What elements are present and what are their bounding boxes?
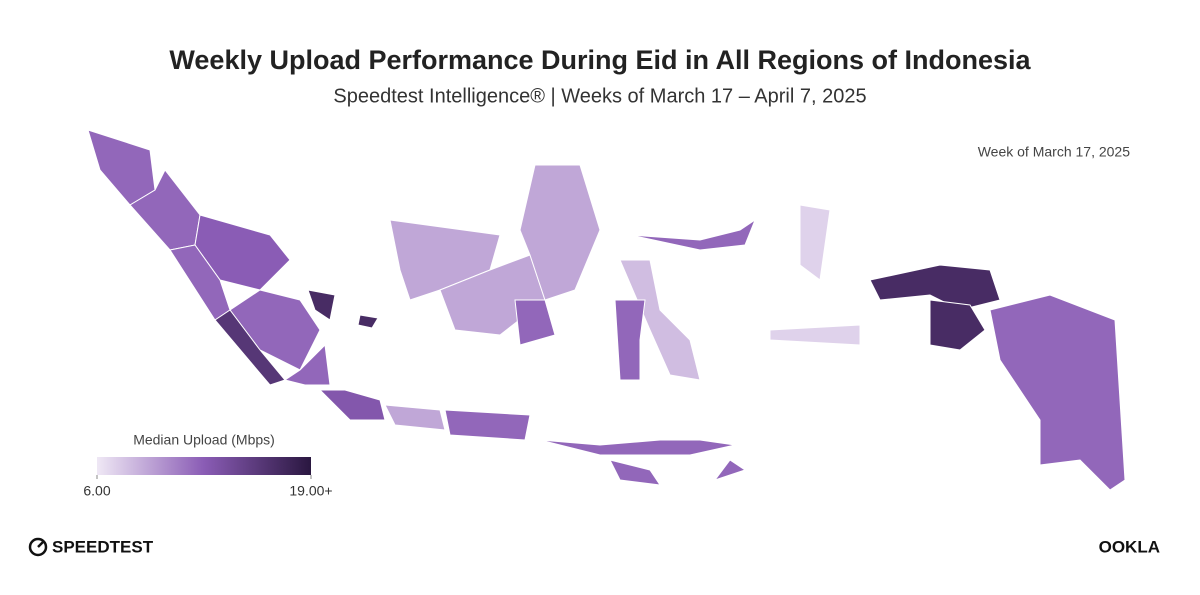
region bbox=[318, 389, 386, 421]
region bbox=[519, 164, 601, 301]
region bbox=[713, 459, 747, 481]
legend-tick-label: 6.00 bbox=[83, 483, 110, 499]
legend-bar bbox=[97, 457, 311, 475]
region bbox=[307, 289, 336, 321]
region bbox=[214, 309, 286, 386]
region bbox=[384, 404, 446, 431]
region bbox=[444, 409, 531, 441]
title: Weekly Upload Performance During Eid in … bbox=[169, 45, 1031, 75]
region bbox=[989, 294, 1126, 491]
region bbox=[514, 299, 556, 346]
region bbox=[869, 264, 1001, 311]
region bbox=[87, 129, 156, 206]
legend-ticks: 6.00 19.00+ bbox=[83, 475, 333, 499]
speedtest-logo: SPEEDTEST bbox=[28, 537, 154, 556]
ookla-text: OOKLA bbox=[1099, 537, 1160, 556]
speedtest-text: SPEEDTEST bbox=[52, 537, 154, 556]
region bbox=[283, 343, 331, 386]
regions bbox=[87, 129, 1126, 491]
region bbox=[357, 314, 379, 329]
legend-tick-label: 19.00+ bbox=[289, 483, 332, 499]
region bbox=[619, 259, 701, 381]
week-label: Week of March 17, 2025 bbox=[978, 144, 1130, 160]
region bbox=[609, 459, 662, 486]
region bbox=[539, 439, 736, 456]
region bbox=[929, 299, 986, 351]
legend-title: Median Upload (Mbps) bbox=[133, 432, 275, 448]
subtitle: Speedtest Intelligence® | Weeks of March… bbox=[333, 85, 866, 107]
region bbox=[629, 218, 757, 251]
region bbox=[769, 324, 861, 346]
region bbox=[169, 244, 231, 321]
region bbox=[614, 299, 646, 381]
region bbox=[799, 204, 831, 281]
